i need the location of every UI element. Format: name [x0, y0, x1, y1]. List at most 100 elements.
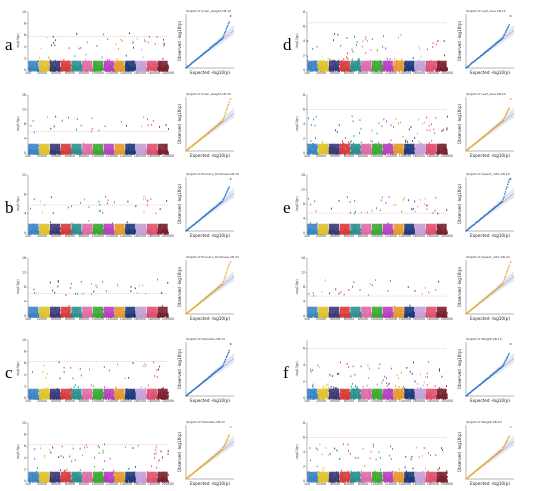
y-tick-label: 16 — [22, 93, 26, 97]
snp-point — [104, 69, 106, 72]
snp-point — [35, 69, 37, 71]
snp-point — [67, 69, 69, 71]
snp-point — [32, 152, 34, 155]
chromosome-band — [146, 143, 157, 153]
chromosome-band — [49, 143, 61, 153]
chromosome-band — [28, 60, 39, 70]
snp-point — [95, 284, 97, 287]
snp-point — [40, 152, 42, 155]
snp-point — [140, 69, 142, 71]
x-tick-label: 140000 — [120, 71, 132, 75]
snp-point — [49, 66, 51, 69]
snp-point — [50, 152, 52, 155]
y-tick-label: 12 — [22, 271, 26, 275]
snp-point — [69, 69, 71, 72]
snp-point — [63, 152, 65, 154]
snp-point — [76, 315, 78, 318]
snp-point — [156, 36, 158, 38]
y-tick-label: 12 — [22, 173, 26, 177]
x-tick-label: 180000 — [148, 154, 160, 158]
snp-point — [39, 69, 41, 72]
snp-point — [92, 67, 94, 70]
x-tick-label: 200000 — [162, 71, 174, 75]
snp-point — [122, 40, 124, 43]
snp-point — [68, 116, 70, 119]
snp-point — [50, 196, 52, 199]
snp-point — [158, 69, 160, 72]
y-tick-label: 4 — [24, 212, 26, 216]
snp-point — [95, 68, 97, 71]
qq-point — [224, 112, 227, 114]
snp-point — [60, 69, 62, 72]
snp-point — [74, 292, 76, 295]
snp-point — [50, 221, 51, 224]
x-tick-label: 160000 — [134, 234, 146, 238]
snp-point — [78, 69, 80, 72]
qq-title: QQplot of Grain_weight.CB.2C — [186, 92, 231, 96]
snp-point — [147, 69, 149, 72]
snp-point — [126, 221, 128, 224]
x-tick-label: 100000 — [92, 154, 104, 158]
snp-point — [32, 120, 34, 123]
snp-point — [163, 69, 165, 72]
snp-point — [31, 152, 33, 155]
snp-point — [84, 69, 86, 71]
snp-point — [31, 69, 33, 72]
snp-point — [71, 205, 73, 208]
snp-point — [78, 47, 80, 50]
snp-point — [83, 142, 84, 145]
snp-point — [75, 152, 77, 155]
snp-point — [71, 151, 73, 154]
snp-point — [59, 152, 61, 155]
snp-point — [105, 290, 107, 293]
snp-point — [130, 68, 132, 71]
chromosome-band — [49, 223, 61, 233]
snp-point — [159, 126, 160, 128]
snp-point — [120, 120, 122, 123]
chromosome-band — [135, 223, 147, 233]
snp-point — [62, 69, 64, 72]
snp-point — [104, 125, 106, 128]
snp-point — [164, 69, 166, 72]
chromosome-band — [157, 223, 168, 233]
snp-point — [56, 69, 58, 71]
snp-point — [34, 152, 36, 155]
snp-point — [74, 151, 76, 154]
snp-point — [99, 209, 101, 212]
snp-point — [40, 152, 42, 155]
snp-point — [70, 147, 72, 150]
chromosome-band — [92, 306, 104, 316]
snp-point — [159, 68, 161, 71]
snp-point — [45, 69, 47, 72]
x-tick-label: 140000 — [120, 234, 132, 238]
snp-point — [150, 198, 152, 201]
snp-point — [49, 281, 51, 284]
snp-point — [52, 212, 54, 215]
snp-point — [153, 69, 155, 72]
snp-point — [79, 69, 81, 72]
snp-point — [46, 36, 48, 39]
snp-point — [136, 69, 138, 72]
snp-point — [132, 69, 134, 72]
snp-point — [33, 198, 35, 201]
chromosome-band — [39, 60, 50, 70]
snp-point — [148, 69, 150, 72]
snp-point — [147, 124, 149, 127]
qq-x-label: Expected -log10(p) — [190, 70, 230, 75]
snp-point — [106, 59, 108, 61]
qq-point — [226, 24, 229, 27]
snp-point — [52, 35, 54, 38]
snp-point — [66, 152, 68, 155]
snp-point — [114, 69, 116, 71]
x-tick-label: 40000 — [51, 154, 61, 158]
qq-title: QQplot of Pericarp_thickness.CB.10 — [186, 172, 239, 176]
snp-point — [67, 152, 69, 155]
snp-point — [57, 280, 59, 283]
snp-point — [70, 287, 71, 289]
snp-point — [149, 68, 151, 71]
snp-point — [31, 315, 33, 318]
snp-point — [167, 128, 169, 130]
snp-point — [28, 69, 30, 72]
snp-point — [51, 69, 53, 72]
snp-point — [85, 53, 87, 56]
